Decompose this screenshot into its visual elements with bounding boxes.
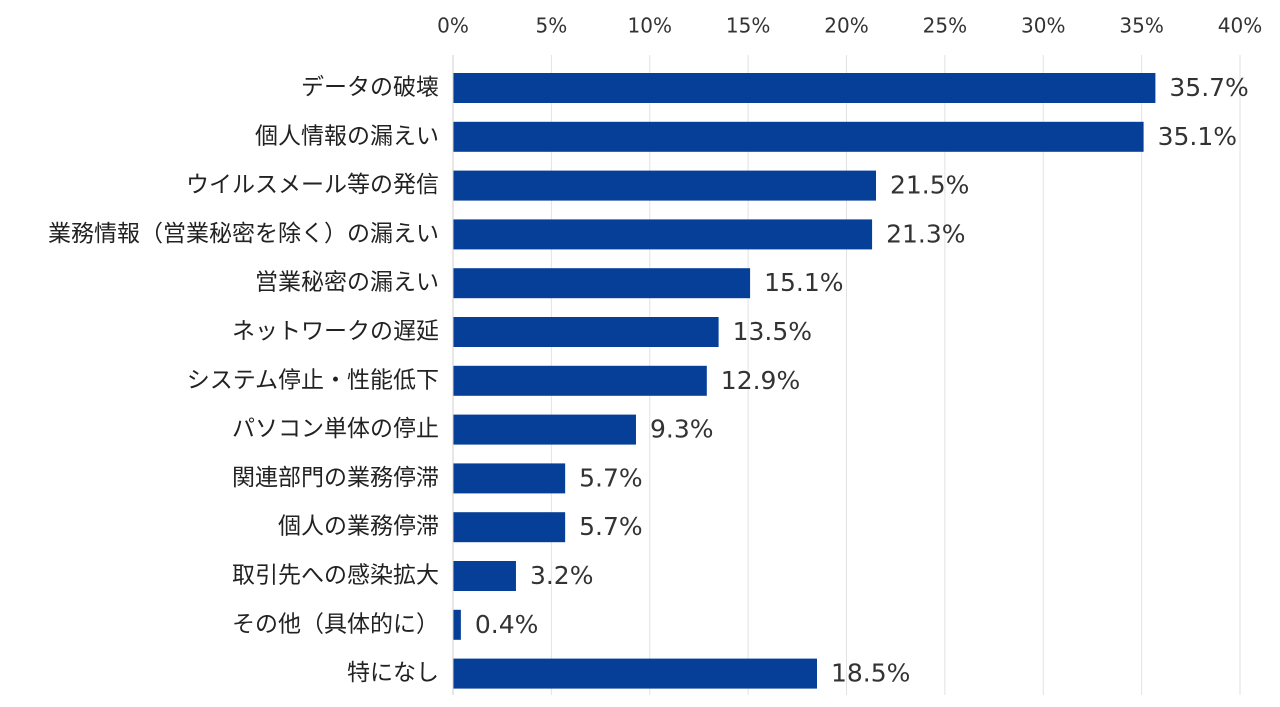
x-tick-label: 10% (628, 14, 672, 38)
bar (453, 365, 707, 396)
category-label: 特になし (347, 660, 439, 686)
value-label: 12.9% (721, 366, 800, 395)
category-label: パソコン単体の停止 (232, 416, 439, 442)
bar (453, 73, 1156, 103)
x-tick-label: 0% (437, 14, 469, 38)
category-label: その他（具体的に） (232, 611, 439, 637)
category-label: 取引先への感染拡大 (232, 563, 439, 589)
x-tick-label: 25% (923, 14, 967, 38)
value-labels: 35.7%35.1%21.5%21.3%15.1%13.5%12.9%9.3%5… (475, 73, 1249, 688)
x-tick-label: 30% (1021, 14, 1065, 38)
bar (453, 121, 1144, 152)
category-label: 個人の業務停滞 (278, 514, 439, 540)
value-label: 3.2% (530, 561, 594, 590)
bar (453, 219, 873, 250)
bar (453, 658, 817, 689)
bar (453, 268, 751, 299)
x-axis-ticks: 0% 5% 10% 15% 20% 25% 30% 35% 40% (437, 14, 1262, 38)
value-label: 15.1% (764, 268, 843, 297)
category-label: データの破壊 (301, 75, 439, 101)
category-label: 関連部門の業務停滞 (232, 465, 439, 491)
value-label: 5.7% (579, 512, 643, 541)
value-label: 9.3% (650, 415, 714, 444)
category-label: 営業秘密の漏えい (255, 270, 439, 296)
category-label: 業務情報（営業秘密を除く）の漏えい (48, 221, 439, 247)
value-label: 21.3% (886, 219, 965, 248)
x-tick-label: 5% (536, 14, 568, 38)
value-label: 5.7% (579, 463, 643, 492)
category-label: ウイルスメール等の発信 (186, 172, 439, 198)
gridlines (550, 55, 1241, 695)
bar (453, 609, 461, 640)
value-label: 21.5% (890, 171, 969, 200)
category-label: システム停止・性能低下 (187, 367, 439, 393)
bar (453, 414, 636, 445)
x-tick-label: 15% (726, 14, 770, 38)
value-label: 0.4% (475, 610, 539, 639)
value-label: 35.1% (1158, 122, 1237, 151)
bar (453, 317, 719, 347)
bar (453, 561, 516, 591)
value-label: 35.7% (1169, 73, 1248, 102)
category-labels: データの破壊個人情報の漏えいウイルスメール等の発信業務情報（営業秘密を除く）の漏… (48, 75, 439, 687)
value-label: 13.5% (733, 317, 812, 346)
x-tick-label: 40% (1218, 14, 1262, 38)
category-label: 個人情報の漏えい (255, 123, 439, 149)
bar (453, 512, 566, 543)
x-tick-label: 20% (824, 14, 868, 38)
bar (453, 463, 566, 494)
x-tick-label: 35% (1119, 14, 1163, 38)
bars (453, 73, 1156, 689)
bar (453, 170, 877, 201)
category-label: ネットワークの遅延 (232, 319, 439, 345)
value-label: 18.5% (831, 659, 910, 688)
